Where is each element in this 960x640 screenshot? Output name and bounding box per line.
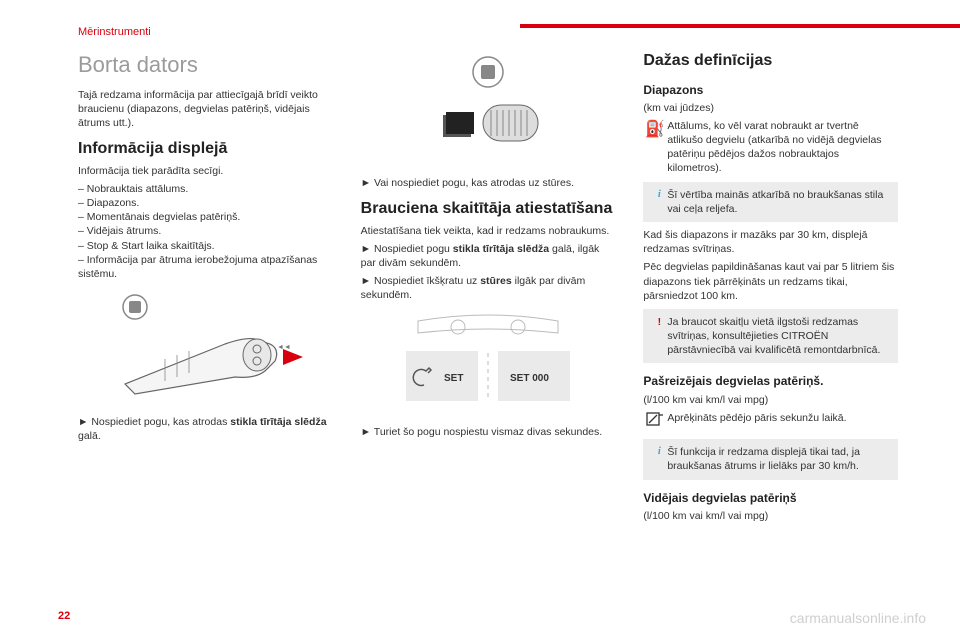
set-right-label: SET 000 xyxy=(510,373,549,384)
col2-top-caption: Vai nospiediet pogu, kas atrodas uz stūr… xyxy=(361,176,616,190)
caption-text: Nospiediet pogu, kas atrodas xyxy=(91,416,230,428)
list-item: Momentānais degvielas patēriņš. xyxy=(78,210,333,224)
page-title: Borta dators xyxy=(78,50,333,80)
col1-list: Nobrauktais attālums. Diapazons. Momentā… xyxy=(78,182,333,281)
list-item: Diapazons. xyxy=(78,196,333,210)
range-text: Attālums, ko vēl varat nobraukt ar tvert… xyxy=(667,119,894,176)
column-2: Vai nospiediet pogu, kas atrodas uz stūr… xyxy=(361,50,616,610)
set-left-label: SET xyxy=(444,373,463,384)
note-text: Ja braucot skaitļu vietā ilgstoši redzam… xyxy=(667,315,884,358)
header-red-bar xyxy=(520,24,960,28)
list-item: Nobrauktais attālums. xyxy=(78,182,333,196)
column-3: Dažas definīcijas Diapazons (km vai jūdz… xyxy=(643,50,898,610)
caption-bold: stikla tīrītāja slēdža xyxy=(230,416,326,428)
gauge-icon xyxy=(643,411,667,434)
range-units: (km vai jūdzes) xyxy=(643,101,898,115)
caption-text: galā. xyxy=(78,430,101,442)
col1-lead: Informācija tiek parādīta secīgi. xyxy=(78,164,333,178)
section-label: Mērinstrumenti xyxy=(78,26,151,38)
current-fuel-body: Aprēķināts pēdējo pāris sekunžu laikā. xyxy=(643,411,898,434)
current-fuel-units: (l/100 km vai km/l vai mpg) xyxy=(643,393,898,407)
range-body: ⛽Attālums, ko vēl varat nobraukt ar tver… xyxy=(643,119,898,176)
list-item: Stop & Start laika skaitītājs. xyxy=(78,239,333,253)
col2-heading: Brauciena skaitītāja atiestatīšana xyxy=(361,198,616,220)
range-body1: Kad šis diapazons ir mazāks par 30 km, d… xyxy=(643,228,898,256)
lever-stalk-figure: ◄◄ xyxy=(105,289,305,409)
column-1: Borta dators Tajā redzama informācija pa… xyxy=(78,50,333,610)
intro-text: Tajā redzama informācija par attiecīgajā… xyxy=(78,88,333,131)
list-item: Informācija par ātruma ierobežojuma atpa… xyxy=(78,253,333,281)
text: Nospiediet pogu xyxy=(374,243,453,255)
info-icon: i xyxy=(651,188,667,202)
info-icon: i xyxy=(651,445,667,459)
col2-lead: Atiestatīšana tiek veikta, kad ir redzam… xyxy=(361,224,616,238)
col2-bottom-caption: Turiet šo pogu nospiestu vismaz divas se… xyxy=(361,425,616,439)
note-text: Šī funkcija ir redzama displejā tikai ta… xyxy=(667,445,884,473)
warn-note: !Ja braucot skaitļu vietā ilgstoši redza… xyxy=(643,309,898,364)
info-note-1: iŠī vērtība mainās atkarībā no braukšana… xyxy=(643,182,898,222)
col1-caption: Nospiediet pogu, kas atrodas stikla tīrī… xyxy=(78,415,333,443)
red-arrow-icon xyxy=(283,349,303,365)
text-bold: stikla tīrītāja slēdža xyxy=(453,243,549,255)
steering-wheel-figure xyxy=(413,50,563,170)
range-heading: Diapazons xyxy=(643,82,898,98)
warning-icon: ! xyxy=(651,315,667,329)
note-text: Šī vērtība mainās atkarībā no braukšanas… xyxy=(667,188,884,216)
range-body2: Pēc degvielas papildināšanas kaut vai pa… xyxy=(643,260,898,303)
dashboard-set-figure: SET SET 000 xyxy=(388,309,588,419)
text: Nospiediet īkšķratu uz xyxy=(374,275,480,287)
footer-watermark: carmanualsonline.info xyxy=(790,610,926,626)
text-bold: stūres xyxy=(480,275,512,287)
col1-heading: Informācija displejā xyxy=(78,138,333,160)
content-columns: Borta dators Tajā redzama informācija pa… xyxy=(78,50,898,610)
avg-fuel-units: (l/100 km vai km/l vai mpg) xyxy=(643,509,898,523)
col2-bullet2: Nospiediet īkšķratu uz stūres ilgāk par … xyxy=(361,274,616,302)
current-fuel-heading: Pašreizējais degvielas patēriņš. xyxy=(643,373,898,389)
list-item: Vidējais ātrums. xyxy=(78,224,333,238)
avg-fuel-heading: Vidējais degvielas patēriņš xyxy=(643,490,898,506)
col2-bullet1: Nospiediet pogu stikla tīrītāja slēdža g… xyxy=(361,242,616,270)
page-number: 22 xyxy=(58,610,70,622)
info-note-2: iŠī funkcija ir redzama displejā tikai t… xyxy=(643,439,898,479)
current-fuel-text: Aprēķināts pēdējo pāris sekunžu laikā. xyxy=(667,411,894,425)
fuel-pump-icon: ⛽ xyxy=(643,119,667,141)
col3-heading: Dažas definīcijas xyxy=(643,50,898,72)
